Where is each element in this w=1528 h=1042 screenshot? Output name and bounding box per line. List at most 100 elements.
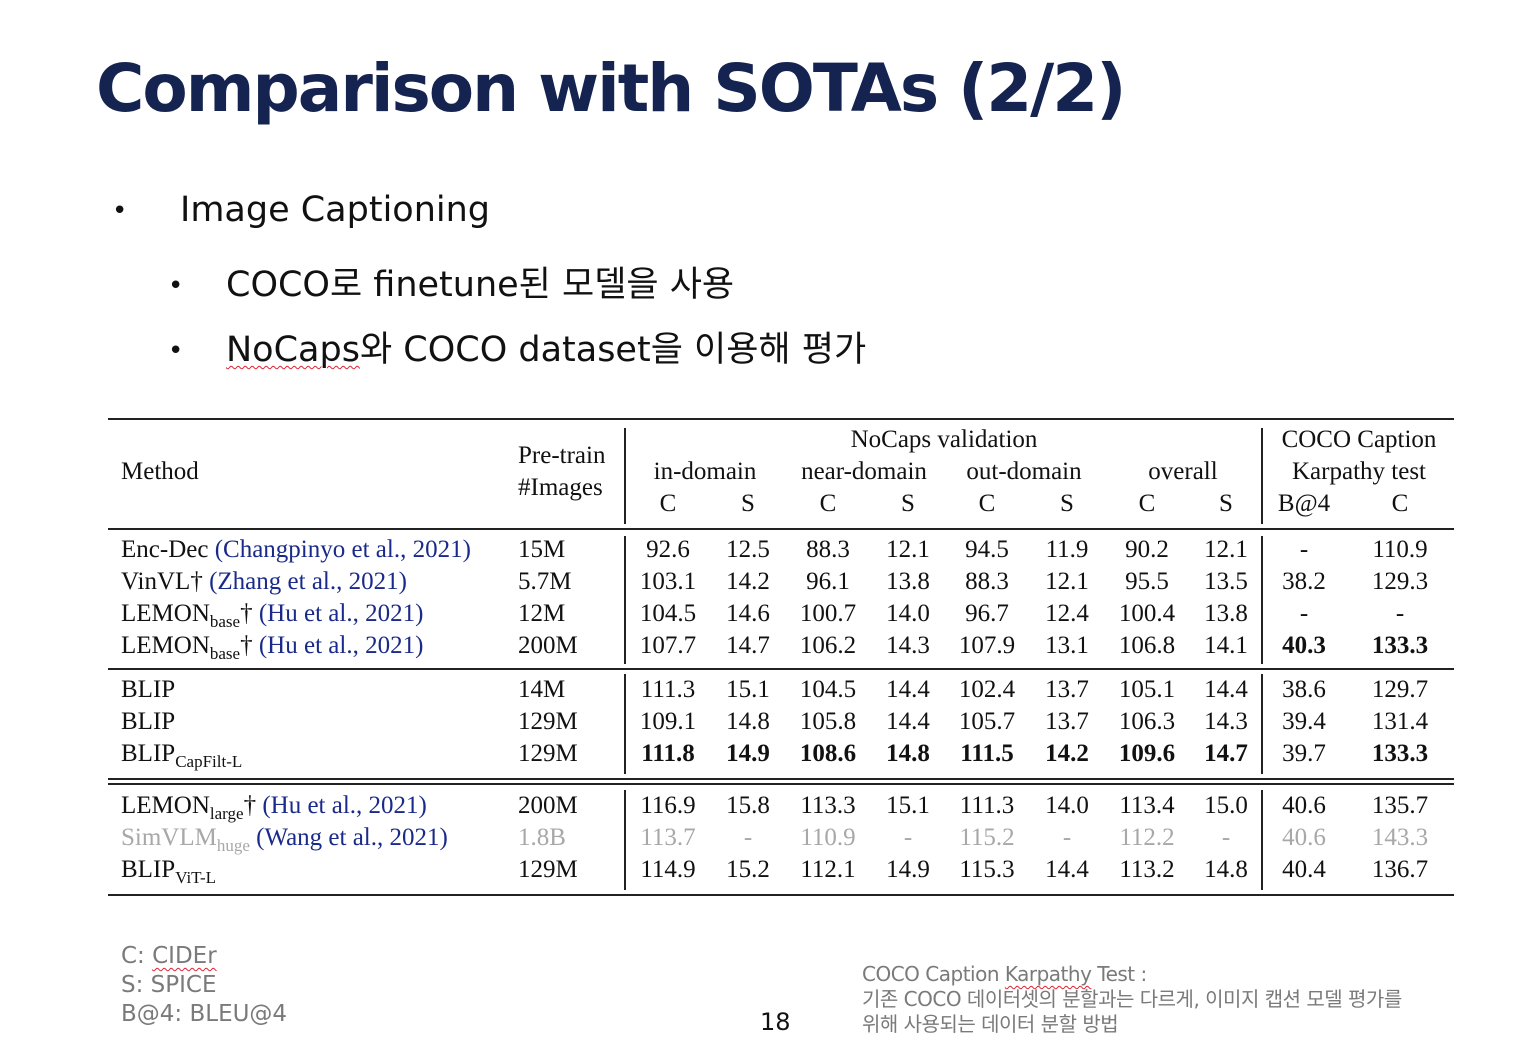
bullet-finetune: • COCO로 finetune된 모델을 사용 [168,256,734,307]
header-metric: S [1060,490,1074,517]
score-cell: 14.3 [1204,708,1248,735]
header-metric: C [978,490,996,517]
section-rule-double-a [108,778,1454,780]
score-cell: 14.9 [726,740,770,767]
score-cell: 15.2 [726,856,770,883]
method-name: VinVL† (Zhang et al., 2021) [121,568,407,595]
score-cell: 12.1 [1045,568,1089,595]
score-cell: 12.1 [886,536,930,563]
score-cell: 111.8 [641,740,695,767]
method-name: LEMONbase† (Hu et al., 2021) [121,632,424,663]
section-rule-double-b [108,783,1454,785]
score-cell: 14.7 [726,632,770,659]
citation-link[interactable]: (Zhang et al., 2021) [209,568,407,595]
score-cell: - [1062,824,1072,851]
score-cell: 105.7 [958,708,1016,735]
citation-link[interactable]: (Hu et al., 2021) [258,600,424,627]
score-cell: 15.0 [1204,792,1248,819]
score-cell: 129.7 [1371,676,1429,703]
header-group: overall [1148,458,1218,485]
score-cell: 129.3 [1371,568,1429,595]
score-cell: 113.4 [1119,792,1175,819]
method-name: Enc-Dec (Changpinyo et al., 2021) [121,536,471,563]
score-cell: - [1395,600,1405,627]
header-images: #Images [518,474,603,501]
citation-link[interactable]: (Wang et al., 2021) [256,824,448,851]
header-coco: COCO Caption [1281,426,1437,453]
score-cell: - [903,824,913,851]
score-cell: 92.6 [646,536,690,563]
header-karpathy: Karpathy test [1292,458,1426,485]
method-name: LEMONbase† (Hu et al., 2021) [121,600,424,631]
score-cell: 113.7 [640,824,696,851]
score-cell: - [743,824,753,851]
header-metric: C [659,490,677,517]
score-cell: 133.3 [1371,632,1429,659]
score-cell: 131.4 [1371,708,1429,735]
legend-bleu: B@4: BLEU@4 [121,1001,288,1027]
score-cell: 111.5 [960,740,1014,767]
header-metric: S [741,490,755,517]
footnote-line-2: 기존 COCO 데이터셋의 분할과는 다르게, 이미지 캡션 모델 평가를 [862,987,1402,1011]
pretrain-images: 129M [518,856,578,883]
bullet-text: COCO로 finetune된 모델을 사용 [226,265,735,305]
citation-link[interactable]: (Hu et al., 2021) [262,792,427,819]
score-cell: 88.3 [806,536,850,563]
score-cell: 106.3 [1118,708,1176,735]
header-metric: C [1138,490,1156,517]
score-cell: 135.7 [1371,792,1429,819]
score-cell: - [1299,536,1309,563]
score-cell: 133.3 [1371,740,1429,767]
score-cell: 106.8 [1118,632,1176,659]
vrule-body-2 [1261,536,1263,664]
score-cell: 13.7 [1045,708,1089,735]
score-cell: 39.7 [1282,740,1326,767]
score-cell: 14.4 [1045,856,1089,883]
score-cell: 14.4 [886,708,930,735]
footnote-text: Test : [1091,962,1147,986]
header-group: in-domain [653,458,757,485]
score-cell: 104.5 [799,676,857,703]
citation-link[interactable]: (Hu et al., 2021) [258,632,424,659]
score-cell: 94.5 [965,536,1009,563]
score-cell: 102.4 [958,676,1016,703]
score-cell: 15.8 [726,792,770,819]
section-rule [108,668,1454,670]
score-cell: 108.6 [799,740,857,767]
score-cell: 14.7 [1204,740,1248,767]
score-cell: 100.4 [1118,600,1176,627]
score-cell: 116.9 [640,792,696,819]
score-cell: 113.3 [800,792,856,819]
footnote-text: COCO Caption [862,962,1005,986]
header-pretrain: Pre-train [518,442,606,469]
score-cell: 14.9 [886,856,930,883]
score-cell: 14.1 [1204,632,1248,659]
header-metric: B@4 [1277,490,1331,517]
pretrain-images: 1.8B [518,824,566,851]
score-cell: 110.9 [800,824,856,851]
score-cell: - [1299,600,1309,627]
score-cell: 110.9 [1372,536,1428,563]
score-cell: 13.8 [886,568,930,595]
score-cell: 40.6 [1282,824,1326,851]
vrule-body-5 [624,790,626,890]
score-cell: 14.0 [1045,792,1089,819]
spellcheck-word: NoCaps [226,330,360,370]
header-group: out-domain [966,458,1082,485]
pretrain-images: 200M [518,792,578,819]
score-cell: 12.4 [1045,600,1089,627]
score-cell: 39.4 [1282,708,1326,735]
score-cell: 13.1 [1045,632,1089,659]
score-cell: 12.5 [726,536,770,563]
score-cell: 109.6 [1118,740,1176,767]
method-name: BLIPViT-L [121,856,217,887]
score-cell: 115.2 [959,824,1015,851]
score-cell: 38.2 [1282,568,1326,595]
score-cell: 14.6 [726,600,770,627]
vrule-body-3 [624,674,626,774]
score-cell: 143.3 [1371,824,1429,851]
method-name: BLIPCapFilt-L [121,740,243,771]
citation-link[interactable]: (Changpinyo et al., 2021) [214,536,471,563]
header-metric: C [819,490,837,517]
score-cell: 95.5 [1125,568,1169,595]
